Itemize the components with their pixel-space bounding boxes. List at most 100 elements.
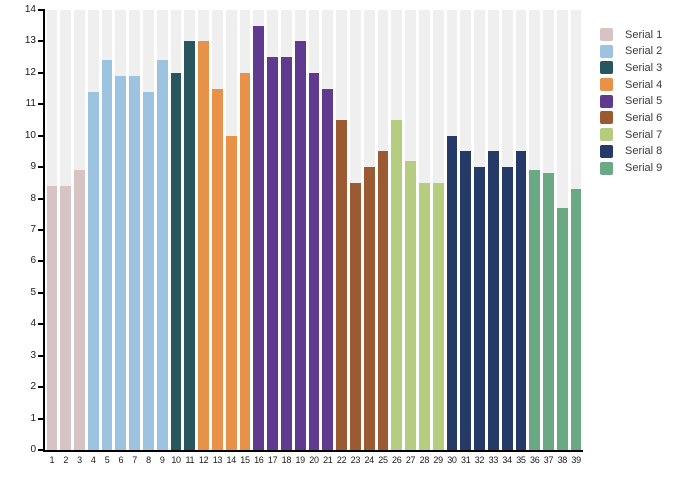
legend-item-serial-3[interactable]: Serial 3	[600, 61, 662, 75]
y-tick-mark	[38, 323, 43, 326]
x-tick-label: 3	[77, 455, 82, 465]
bar-serial-7-cat-27[interactable]	[405, 160, 416, 450]
bar-serial-2-cat-4[interactable]	[87, 91, 99, 450]
bar-serial-9-cat-37[interactable]	[543, 173, 554, 450]
x-tick-label: 26	[392, 455, 402, 465]
x-tick-label: 15	[240, 455, 250, 465]
bar-serial-4-cat-15[interactable]	[239, 72, 251, 450]
x-tick-label: 10	[171, 455, 181, 465]
bar-serial-2-cat-9[interactable]	[156, 60, 168, 450]
bar-serial-9-cat-39[interactable]	[570, 189, 582, 450]
bar-serial-5-cat-16[interactable]	[253, 25, 265, 450]
y-tick-label: 14	[24, 4, 36, 15]
legend-swatch-icon	[600, 161, 613, 175]
legend-item-serial-6[interactable]: Serial 6	[600, 111, 663, 125]
bar-serial-3-cat-11[interactable]	[184, 41, 196, 450]
legend-label: Serial 1	[625, 28, 663, 41]
legend-label: Serial 2	[625, 45, 663, 58]
x-tick-label: 39	[571, 455, 581, 465]
legend-item-serial-4[interactable]: Serial 4	[600, 78, 663, 92]
y-tick-mark	[38, 166, 43, 169]
legend-item-serial-1[interactable]: Serial 1	[600, 28, 662, 41]
bar-serial-5-cat-21[interactable]	[322, 88, 334, 450]
x-tick-label: 2	[63, 455, 69, 465]
bar-serial-5-cat-19[interactable]	[294, 41, 306, 450]
y-tick-label: 8	[30, 192, 36, 204]
bar-serial-5-cat-20[interactable]	[308, 72, 320, 450]
x-axis-line	[43, 450, 583, 452]
bar-serial-9-cat-36[interactable]	[529, 170, 541, 450]
bar-serial-6-cat-24[interactable]	[363, 167, 375, 450]
legend-swatch-icon	[600, 144, 613, 158]
legend-item-serial-5[interactable]: Serial 5	[600, 94, 662, 108]
bar-serial-8-cat-31[interactable]	[460, 151, 472, 450]
y-tick-label: 4	[30, 318, 36, 330]
bar-serial-8-cat-34[interactable]	[501, 167, 513, 450]
bar-serial-1-cat-3[interactable]	[74, 170, 85, 450]
x-tick-label: 36	[529, 455, 540, 465]
bar-serial-2-cat-6[interactable]	[115, 76, 127, 450]
y-tick-mark	[38, 417, 43, 420]
bar-serial-6-cat-22[interactable]	[336, 120, 347, 450]
y-tick-mark	[38, 197, 43, 200]
x-tick-label: 25	[378, 455, 388, 465]
legend-swatch-icon	[600, 28, 613, 41]
bar-serial-4-cat-12[interactable]	[198, 41, 210, 450]
bar-serial-5-cat-17[interactable]	[267, 57, 278, 450]
x-tick-label: 35	[516, 455, 526, 465]
bar-serial-6-cat-23[interactable]	[349, 182, 361, 450]
legend-label: Serial 6	[625, 111, 663, 124]
bar-serial-3-cat-10[interactable]	[170, 72, 182, 450]
bar-serial-1-cat-1[interactable]	[46, 186, 58, 450]
bar-serial-6-cat-25[interactable]	[377, 151, 389, 450]
x-tick-label: 21	[323, 455, 333, 465]
legend-swatch-icon	[600, 44, 613, 58]
bar-serial-2-cat-7[interactable]	[129, 76, 141, 450]
bar-serial-2-cat-5[interactable]	[101, 60, 113, 450]
legend-swatch-icon	[600, 128, 613, 142]
x-tick-label: 28	[419, 455, 430, 465]
x-tick-label: 22	[336, 455, 347, 465]
legend-item-serial-7[interactable]: Serial 7	[600, 128, 662, 142]
legend-swatch-icon	[600, 94, 613, 108]
bar-serial-4-cat-13[interactable]	[212, 88, 223, 450]
plot-area	[45, 10, 583, 450]
bar-serial-5-cat-18[interactable]	[281, 57, 292, 450]
bar-serial-9-cat-38[interactable]	[556, 208, 568, 450]
x-tick-label: 31	[461, 455, 471, 465]
y-tick-mark	[38, 9, 43, 11]
x-tick-label: 32	[474, 455, 485, 465]
x-tick-label: 29	[433, 455, 443, 465]
bar-serial-7-cat-29[interactable]	[432, 182, 444, 450]
legend-item-serial-8[interactable]: Serial 8	[600, 144, 662, 158]
y-tick-label: 9	[30, 161, 36, 173]
legend-item-serial-9[interactable]: Serial 9	[600, 161, 662, 175]
bar-serial-7-cat-28[interactable]	[418, 182, 430, 450]
x-tick-label: 23	[350, 455, 361, 465]
y-tick-mark	[38, 71, 43, 74]
bar-serial-1-cat-2[interactable]	[60, 186, 72, 450]
y-tick-mark	[38, 260, 43, 263]
y-tick-label: 6	[30, 255, 36, 267]
x-tick-label: 5	[104, 455, 110, 465]
x-tick-label: 12	[198, 455, 209, 465]
x-tick-label: 24	[364, 455, 374, 465]
bar-serial-8-cat-30[interactable]	[446, 135, 458, 450]
bar-serial-2-cat-8[interactable]	[143, 91, 154, 450]
y-tick-label: 1	[30, 412, 36, 424]
x-tick-label: 38	[557, 455, 568, 465]
y-tick-label: 13	[24, 35, 36, 47]
bar-serial-8-cat-32[interactable]	[474, 167, 485, 450]
bar-serial-7-cat-26[interactable]	[391, 120, 403, 450]
legend-item-serial-2[interactable]: Serial 2	[600, 44, 663, 58]
y-tick-label: 7	[30, 224, 36, 235]
x-tick-label: 6	[118, 455, 124, 465]
x-tick-label: 16	[254, 455, 264, 465]
y-tick-label: 2	[30, 381, 36, 393]
bar-serial-8-cat-33[interactable]	[487, 151, 499, 450]
legend-label: Serial 4	[625, 78, 663, 91]
bar-serial-4-cat-14[interactable]	[225, 135, 237, 450]
y-tick-mark	[38, 134, 43, 137]
bar-serial-8-cat-35[interactable]	[515, 151, 527, 450]
